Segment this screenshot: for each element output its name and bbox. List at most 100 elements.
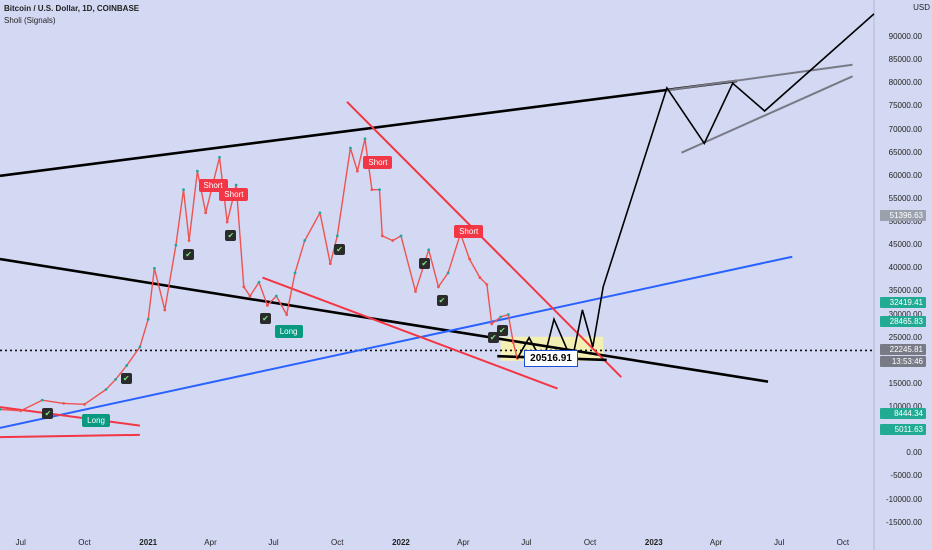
signal-check-icon: ✔	[183, 248, 195, 260]
time-tick-label: Oct	[836, 538, 850, 547]
price-point	[114, 377, 118, 381]
price-tick-label: 30000.00	[888, 309, 922, 319]
price-point	[265, 303, 269, 307]
trendline-9	[681, 75, 853, 154]
price-badge: 5011.63	[880, 424, 926, 436]
signal-check-icon: ✔	[436, 294, 448, 306]
price-point	[0, 408, 2, 411]
price-point	[163, 308, 167, 312]
symbol-title[interactable]: Bitcoin / U.S. Dollar, 1D, COINBASE	[4, 4, 140, 13]
price-point	[490, 322, 494, 326]
price-tick-label: 15000.00	[888, 378, 922, 388]
price-point	[446, 271, 450, 275]
price-tick-label: 65000.00	[888, 147, 922, 157]
time-tick-label: Jul	[268, 538, 279, 547]
trendline-0	[0, 79, 738, 178]
price-tick-label: 25000.00	[888, 332, 922, 342]
price-point	[19, 409, 23, 413]
projection-line	[516, 13, 875, 366]
price-point	[218, 155, 221, 159]
price-callout[interactable]: 20516.91	[524, 350, 578, 368]
indicator-label[interactable]: Sholi (Signals)	[4, 16, 56, 25]
signal-check-icon: ✔	[120, 373, 132, 385]
long-signal-label[interactable]: Long	[82, 414, 110, 428]
price-badge: 32419.41	[880, 297, 926, 309]
price-point	[328, 262, 332, 266]
time-tick-label: Oct	[78, 538, 91, 547]
price-point	[104, 388, 108, 391]
bar-countdown: 13:53:46	[880, 356, 926, 368]
price-tick-label: 75000.00	[888, 101, 922, 111]
short-signal-label[interactable]: Short	[219, 188, 249, 202]
price-tick-label: 80000.00	[888, 78, 922, 88]
time-tick-label: Apr	[709, 538, 723, 547]
price-tick-label: 40000.00	[888, 263, 922, 273]
signal-check-icon: ✔	[259, 313, 271, 325]
price-tick-label: -10000.00	[885, 494, 922, 504]
price-point	[318, 211, 322, 215]
price-point	[335, 234, 339, 238]
time-tick-label: 2022	[392, 538, 410, 547]
price-badge: 8444.34	[880, 408, 926, 420]
signal-check-icon: ✔	[42, 408, 54, 420]
price-point	[468, 257, 471, 261]
price-point	[62, 401, 66, 405]
price-point	[399, 234, 403, 238]
price-point	[506, 313, 510, 316]
price-point	[436, 285, 440, 289]
price-point	[485, 283, 489, 286]
time-tick-label: Oct	[331, 538, 344, 547]
price-point	[182, 188, 185, 192]
price-point	[225, 220, 229, 224]
signal-check-icon: ✔	[496, 324, 508, 336]
price-point	[40, 398, 44, 402]
price-point	[242, 285, 246, 289]
currency-label: USD	[913, 3, 930, 12]
price-tick-label: -5000.00	[890, 471, 922, 481]
short-signal-label[interactable]: Short	[454, 225, 484, 239]
price-point	[378, 188, 381, 192]
price-point	[499, 315, 503, 319]
price-line	[0, 138, 518, 412]
price-point	[380, 234, 384, 238]
price-tick-label: 45000.00	[888, 240, 922, 250]
price-tick-label: 50000.00	[888, 217, 922, 227]
price-point	[414, 290, 417, 293]
price-tick-label: 55000.00	[888, 193, 922, 203]
price-badge: 22245.81	[880, 344, 926, 356]
price-point	[303, 239, 307, 242]
trendline-2	[0, 255, 793, 429]
time-tick-label: Apr	[204, 538, 217, 547]
price-tick-label: -15000.00	[885, 517, 922, 527]
signal-check-icon: ✔	[487, 331, 499, 343]
time-tick-label: 2023	[644, 538, 663, 547]
price-point	[174, 243, 178, 247]
price-point	[363, 137, 367, 141]
time-tick-label: Oct	[583, 538, 597, 547]
price-point	[285, 313, 289, 316]
trendline-4	[262, 276, 558, 390]
price-point	[204, 211, 208, 215]
price-point	[293, 271, 297, 275]
price-badge: 51396.63	[880, 209, 926, 221]
price-point	[355, 169, 359, 173]
short-signal-label[interactable]: Short	[363, 155, 393, 169]
trendline-3	[346, 101, 622, 378]
price-point	[234, 183, 238, 187]
price-point	[370, 188, 374, 192]
price-point	[146, 317, 150, 321]
price-tick-label: 0.00	[906, 448, 922, 458]
long-signal-label[interactable]: Long	[274, 324, 303, 338]
price-tick-label: 70000.00	[888, 124, 922, 134]
time-tick-label: Jul	[773, 538, 785, 547]
price-point	[257, 280, 261, 284]
price-point	[138, 345, 142, 349]
trendline-1	[0, 257, 769, 383]
price-tick-label: 85000.00	[888, 55, 922, 65]
price-point	[391, 239, 395, 242]
price-point	[187, 239, 191, 242]
time-tick-label: 2021	[139, 538, 158, 547]
time-tick-label: Jul	[521, 538, 532, 547]
